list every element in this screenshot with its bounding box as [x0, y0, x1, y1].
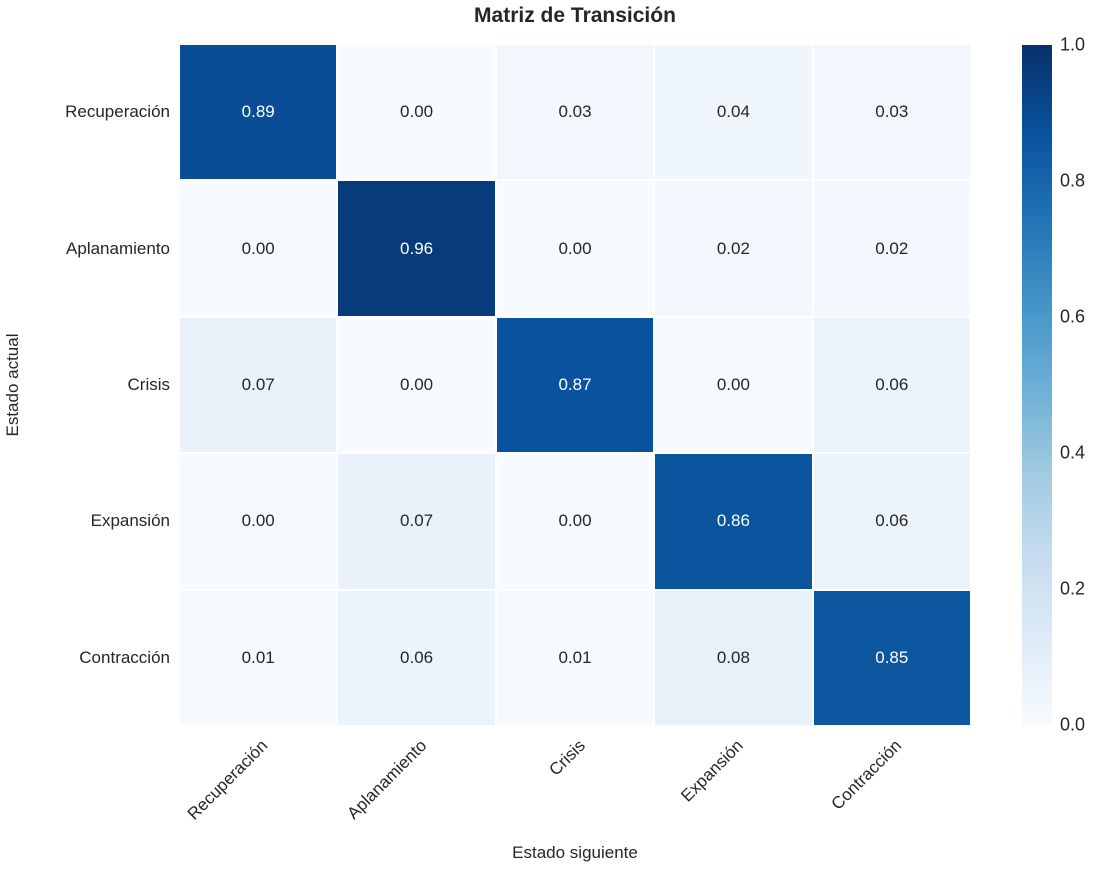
- cell-value: 0.00: [716, 374, 750, 394]
- cell-value: 0.02: [716, 238, 750, 258]
- x-tick-label: Recuperación: [184, 736, 272, 824]
- heatmap-cell: 0.02: [655, 181, 812, 316]
- heatmap-cell: 0.03: [813, 45, 970, 180]
- heatmap-cell: 0.07: [338, 454, 495, 589]
- heatmap: 0.89 0.00 0.03 0.04 0.03 0.00 0.96 0.00 0.02 0.02…: [180, 45, 970, 725]
- cell-value: 0.03: [558, 102, 592, 122]
- y-tick-label: Contracción: [79, 647, 170, 667]
- cell-value: 0.89: [241, 102, 275, 122]
- y-tick-label: Expansión: [90, 511, 170, 531]
- colorbar-tick-label: 0.0: [1060, 714, 1086, 735]
- colorbar-tick-label: 0.6: [1060, 306, 1086, 327]
- heatmap-cell: 0.06: [813, 317, 970, 453]
- x-tick-label: Aplanamiento: [343, 736, 431, 823]
- cell-value: 0.08: [716, 647, 750, 667]
- cell-value: 0.02: [875, 238, 909, 258]
- heatmap-cell: 0.00: [338, 45, 495, 180]
- heatmap-cell: 0.00: [496, 181, 654, 316]
- cell-value: 0.01: [241, 647, 275, 667]
- x-tick-label: Expansión: [677, 736, 747, 806]
- x-tick-label: Contracción: [827, 736, 906, 814]
- heatmap-cell: 0.02: [813, 181, 970, 316]
- heatmap-cell: 0.07: [180, 317, 337, 453]
- cell-value: 0.00: [558, 511, 592, 531]
- x-tick-label: Crisis: [544, 736, 589, 780]
- heatmap-cell: 0.85: [813, 590, 970, 725]
- heatmap-cell: 0.00: [180, 181, 337, 316]
- heatmap-cell: 0.01: [180, 590, 337, 725]
- cell-value: 0.00: [400, 102, 434, 122]
- colorbar-tick-label: 1.0: [1060, 34, 1086, 55]
- chart-title: Matriz de Transición: [474, 4, 676, 27]
- heatmap-cell: 0.89: [180, 45, 337, 180]
- heatmap-cell: 0.04: [655, 45, 812, 180]
- cell-value: 0.00: [241, 238, 275, 258]
- heatmap-cell: 0.87: [496, 317, 654, 453]
- cell-value: 0.06: [400, 647, 434, 667]
- y-tick-label: Aplanamiento: [66, 238, 170, 258]
- cell-value: 0.96: [400, 238, 434, 258]
- cell-value: 0.85: [875, 647, 909, 667]
- cell-value: 0.00: [400, 374, 434, 394]
- cell-value: 0.03: [875, 102, 909, 122]
- cell-value: 0.06: [875, 511, 909, 531]
- cell-value: 0.86: [716, 511, 750, 531]
- y-tick-label: Crisis: [127, 375, 171, 394]
- cell-value: 0.87: [558, 374, 592, 394]
- cell-value: 0.04: [716, 102, 750, 122]
- x-axis-label: Estado siguiente: [512, 843, 638, 862]
- heatmap-cell: 0.06: [338, 590, 495, 725]
- heatmap-cell: 0.06: [813, 454, 970, 589]
- colorbar: [1022, 45, 1052, 725]
- cell-value: 0.00: [241, 511, 275, 531]
- heatmap-cell: 0.00: [338, 317, 495, 453]
- heatmap-cell: 0.08: [655, 590, 812, 725]
- cell-value: 0.00: [558, 238, 592, 258]
- cell-value: 0.07: [400, 511, 434, 531]
- colorbar-tick-label: 0.2: [1060, 578, 1086, 599]
- heatmap-cell: 0.86: [655, 454, 812, 589]
- cell-value: 0.01: [558, 647, 592, 667]
- heatmap-cell: 0.00: [496, 454, 654, 589]
- cell-value: 0.06: [875, 374, 909, 394]
- heatmap-cell: 0.00: [180, 454, 337, 589]
- cell-value: 0.07: [241, 374, 275, 394]
- y-tick-label: Recuperación: [65, 102, 170, 122]
- colorbar-tick-label: 0.4: [1060, 442, 1086, 463]
- colorbar-tick-label: 0.8: [1060, 170, 1086, 191]
- heatmap-cell: 0.96: [338, 181, 495, 316]
- heatmap-cell: 0.03: [496, 45, 654, 180]
- heatmap-cell: 0.01: [496, 590, 654, 725]
- heatmap-cell: 0.00: [655, 317, 812, 453]
- y-axis-label: Estado actual: [3, 333, 22, 437]
